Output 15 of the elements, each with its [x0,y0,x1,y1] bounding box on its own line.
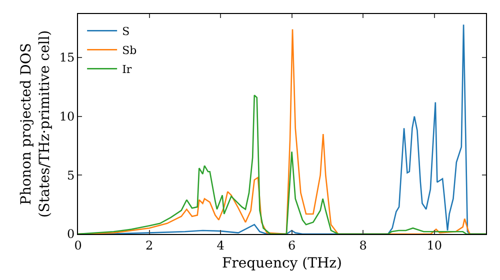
legend-label: S [122,24,130,38]
x-tick-label: 6 [288,238,296,252]
x-axis-title: Frequency (THz) [222,256,342,272]
y-tick-label: 10 [59,110,75,124]
legend-label: Sb [122,44,137,57]
x-tick-label: 8 [359,238,367,252]
y-tick-label: 0 [66,227,75,242]
y-axis-title: Phonon projected DOS (States/THz·primitive cell) [18,30,53,218]
x-tick-label: 10 [426,238,442,252]
legend-label: Ir [122,62,132,76]
y-tick-label: 5 [66,168,75,182]
y-tick-label: 15 [59,50,75,65]
line-series [78,94,486,234]
x-tick-label: 2 [145,238,154,252]
x-tick-label: 4 [216,238,225,252]
